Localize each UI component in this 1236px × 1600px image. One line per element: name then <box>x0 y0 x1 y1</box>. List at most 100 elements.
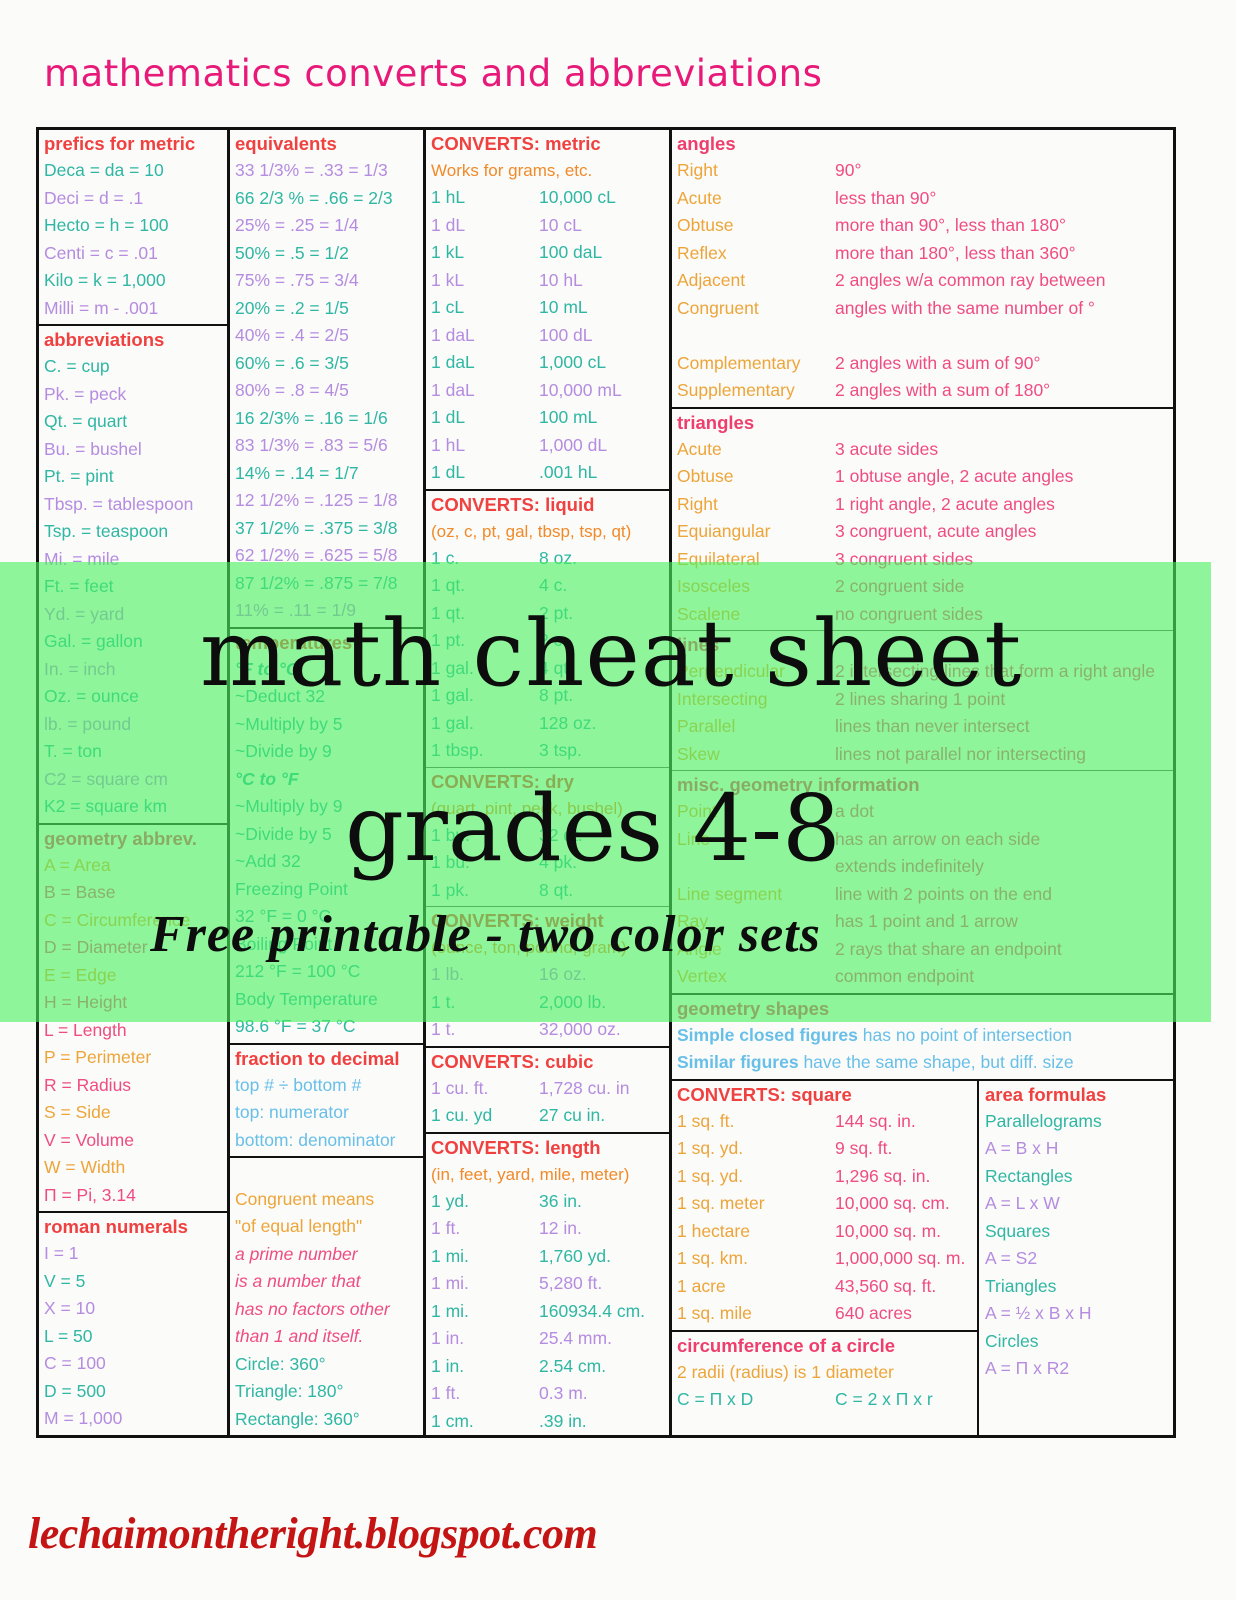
list-item: P = Perimeter <box>44 1047 152 1067</box>
section-header: lines <box>677 634 720 655</box>
table-row: Complementary 2 angles with a sum of 90° <box>677 352 1041 373</box>
table-row: 1 kL 10 hL <box>431 269 583 290</box>
table-row: 1 ft. 12 in. <box>431 1218 582 1238</box>
site-url: lechaimontheright.blogspot.com <box>28 1509 598 1558</box>
section-header: angles <box>677 133 736 154</box>
table-row: Acute less than 90° <box>677 187 937 208</box>
list-item: 62 1/2% = .625 = 5/8 <box>235 545 398 565</box>
list-item: 75% = .75 = 3/4 <box>235 270 359 290</box>
table-row: 1 qt. 2 pt. <box>431 602 574 623</box>
table-row: 1 daL 100 dL <box>431 324 593 345</box>
section-converts-liquid: CONVERTS: liquid (oz, c, pt, gal, tbsp, … <box>426 491 669 768</box>
section-header: misc. geometry information <box>677 774 920 795</box>
list-item: I = 1 <box>44 1243 79 1263</box>
table-row: 1 sq. mile 640 acres <box>677 1303 912 1323</box>
table-row: 1 sq. yd. 9 sq. ft. <box>677 1138 893 1158</box>
table-row: Right 90° <box>677 160 862 180</box>
section-subtitle: Works for grams, etc. <box>431 161 593 180</box>
list-item: R = Radius <box>44 1074 132 1095</box>
section-header: equivalents <box>235 133 337 154</box>
list-item: A = П x R2 <box>985 1358 1070 1378</box>
list-item: 37 1/2% = .375 = 3/8 <box>235 517 398 538</box>
table-row: Obtuse 1 obtuse angle, 2 acute angles <box>677 466 1074 486</box>
bottom-split-row: CONVERTS: square 1 sq. ft. 144 sq. in. 1 … <box>672 1080 1173 1435</box>
list-item: ~Divide by 9 <box>235 741 332 761</box>
list-item: L = Length <box>44 1019 127 1040</box>
table-row: 1 hL 10,000 cL <box>431 187 616 207</box>
list-item: Circles <box>985 1330 1039 1351</box>
list-item: Deca = da = 10 <box>44 160 164 180</box>
list-item: Circle: 360° <box>235 1353 326 1374</box>
table-row: 1 dL .001 hL <box>431 462 598 482</box>
table-row: 1 t. 2,000 lb. <box>431 991 607 1012</box>
list-item: Kilo = k = 1,000 <box>44 270 166 290</box>
section-header: fraction to decimal <box>235 1047 400 1069</box>
table-row: 1 in. 25.4 mm. <box>431 1328 612 1348</box>
section-circumference-of-a-circle: circumference of a circle 2 radii (radiu… <box>672 1332 977 1416</box>
table-row: Skew lines not parallel nor intersecting <box>677 743 1086 764</box>
list-item: Rectangles <box>985 1165 1073 1186</box>
table-row: 1 tbsp. 3 tsp. <box>431 740 582 760</box>
list-item: 32 °F = 0 °C <box>235 906 332 926</box>
list-item: is a number that <box>235 1271 361 1291</box>
list-item: C = 100 <box>44 1353 106 1373</box>
section-header: abbreviations <box>44 329 165 350</box>
list-item: Hecto = h = 100 <box>44 215 169 235</box>
table-row: Obtuse more than 90°, less than 180° <box>677 215 1066 235</box>
table-row: 1 cu. ft. 1,728 cu. in <box>431 1077 630 1098</box>
section-equivalents: equivalents 33 1/3% = .33 = 1/3 66 2/3 %… <box>230 130 423 629</box>
list-item: ~Divide by 5 <box>235 823 332 844</box>
table-row: Simple closed figures has no point of in… <box>677 1024 1072 1045</box>
table-row: 1 dL 100 mL <box>431 407 598 427</box>
table-row: Angle 2 rays that share an endpoint <box>677 938 1062 959</box>
section-roman-numerals: roman numerals I = 1 V = 5 X = 10 L = 50… <box>39 1213 227 1435</box>
table-row: 1 pt. 2 c. <box>431 630 568 650</box>
list-item: D = 500 <box>44 1380 106 1401</box>
section-header: CONVERTS: square <box>677 1083 852 1105</box>
section-angles: angles Right 90° Acute less than 90° Obtus… <box>672 130 1173 409</box>
table-row: Point a dot <box>677 801 874 821</box>
list-item: 16 2/3% = .16 = 1/6 <box>235 407 388 428</box>
table-row: 1 cL 10 mL <box>431 297 588 317</box>
table-row: 1 sq. ft. 144 sq. in. <box>677 1110 916 1131</box>
section-header: temperatures <box>235 631 353 653</box>
list-item: L = 50 <box>44 1325 93 1346</box>
list-item: 20% = .2 = 1/5 <box>235 297 349 318</box>
table-row: 1 acre 43,560 sq. ft. <box>677 1275 937 1296</box>
list-item: П = Pi, 3.14 <box>44 1184 136 1205</box>
list-item: Mi. = mile <box>44 548 120 569</box>
list-item: Ft. = feet <box>44 576 114 596</box>
table-row: 1 hL 1,000 dL <box>431 434 608 455</box>
table-row: 1 sq. km. 1,000,000 sq. m. <box>677 1248 966 1268</box>
table-row: 1 hectare 10,000 sq. m. <box>677 1220 942 1241</box>
page-title: mathematics converts and abbreviations <box>44 52 823 95</box>
table-row: Perpendicular 2 intersecting lines that f… <box>677 661 1156 681</box>
list-item: ~Multiply by 5 <box>235 713 343 734</box>
table-row: 1 daL 1,000 cL <box>431 352 607 372</box>
section-header: CONVERTS: metric <box>431 133 601 154</box>
list-item: B = Base <box>44 882 116 902</box>
section-subtitle: (quart, pint, peck, bushel) <box>431 798 623 818</box>
table-row: 1 gal. 128 oz. <box>431 712 597 733</box>
list-item: W = Width <box>44 1157 126 1177</box>
list-item: Boiling Point <box>235 933 333 954</box>
section-subtitle: (ounce, ton, pound, gram) <box>431 938 627 957</box>
table-row: 1 bu. 32 qt. <box>431 824 583 845</box>
table-row: Scalene no congruent sides <box>677 603 983 624</box>
section-header: geometry abbrev. <box>44 827 197 849</box>
section-header: prefics for metric <box>44 133 196 154</box>
list-item: T. = ton <box>44 741 102 761</box>
table-row: extends indefinitely <box>835 856 984 876</box>
list-item: Congruent means <box>235 1188 375 1209</box>
section-misc-geometry-information: misc. geometry information Point a dot Li… <box>672 771 1173 995</box>
list-item: C2 = square cm <box>44 768 169 789</box>
table-row: 1 mi. 5,280 ft. <box>431 1273 603 1293</box>
list-item: 12 1/2% = .125 = 1/8 <box>235 490 398 510</box>
section-converts-dry: CONVERTS: dry (quart, pint, peck, bushel… <box>426 768 669 907</box>
section-geometry-abbrev: geometry abbrev. A = Area B = Base C = C… <box>39 825 227 1213</box>
section-converts-square: CONVERTS: square 1 sq. ft. 144 sq. in. 1 … <box>672 1081 977 1332</box>
column-converts: CONVERTS: metric Works for grams, etc. 1… <box>426 130 672 1435</box>
list-item: 33 1/3% = .33 = 1/3 <box>235 160 388 180</box>
section-header: roman numerals <box>44 1216 188 1237</box>
table-row: Vertex common endpoint <box>677 966 975 986</box>
